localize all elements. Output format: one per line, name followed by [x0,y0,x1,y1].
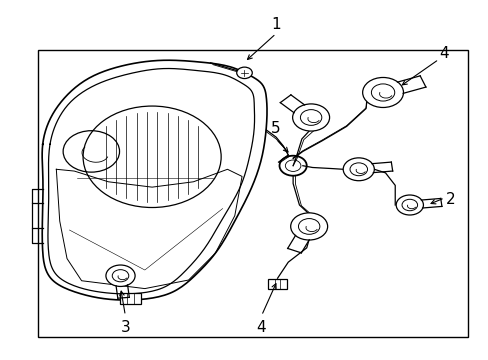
Text: 1: 1 [271,17,280,32]
Bar [119,293,141,304]
Text: 3: 3 [120,320,130,335]
Text: 4: 4 [256,320,266,335]
Text: 5: 5 [271,121,280,136]
Text: 2: 2 [446,192,455,207]
Circle shape [343,158,373,181]
Circle shape [292,104,329,131]
Circle shape [106,265,135,287]
Circle shape [290,213,327,240]
Circle shape [395,195,423,215]
Circle shape [236,67,252,78]
Bar [38,50,467,337]
Circle shape [362,77,403,108]
Text: 4: 4 [438,46,448,61]
Bar [267,279,287,289]
